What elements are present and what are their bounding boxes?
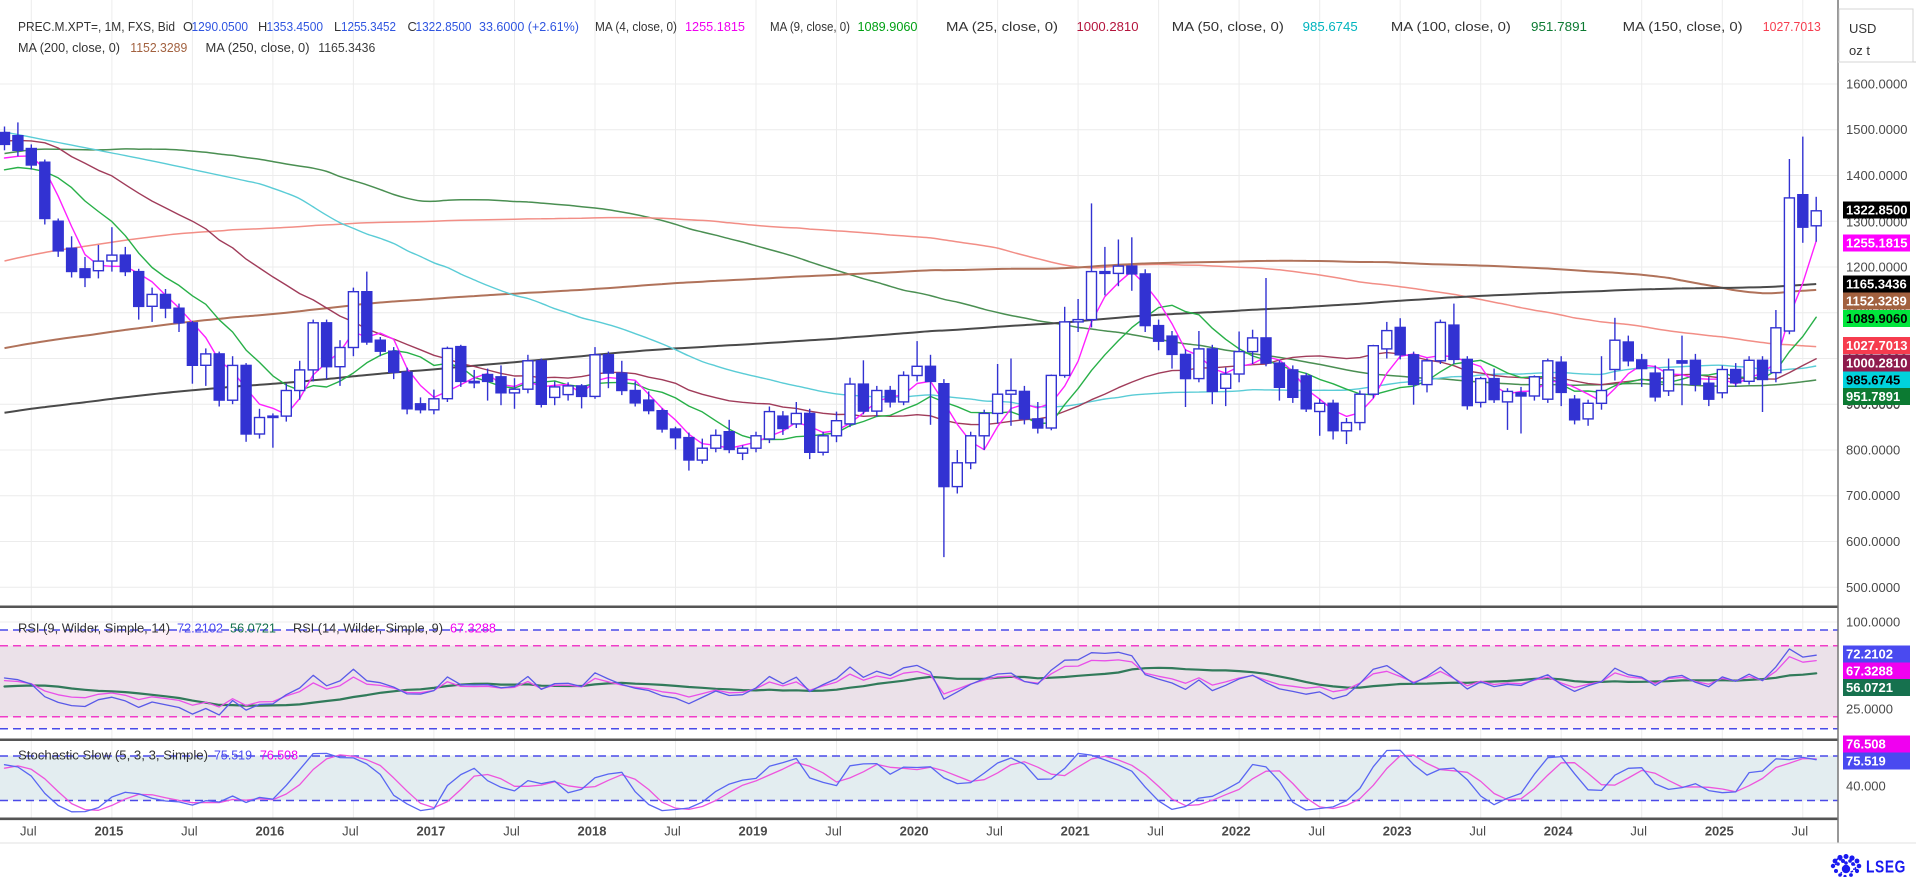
svg-text:1000.2810: 1000.2810 [1077, 19, 1139, 34]
svg-text:MA (50, close, 0): MA (50, close, 0) [1172, 19, 1284, 34]
svg-text:Jul: Jul [1147, 824, 1164, 839]
svg-text:USD: USD [1849, 21, 1876, 36]
svg-text:Stochastic Slow (5, 3, 3, Simp: Stochastic Slow (5, 3, 3, Simple) [18, 748, 208, 763]
svg-text:L: L [334, 19, 341, 34]
svg-text:1027.7013: 1027.7013 [1846, 338, 1907, 353]
svg-text:MA (9, close, 0): MA (9, close, 0) [770, 19, 850, 34]
svg-text:33.6000 (+2.61%): 33.6000 (+2.61%) [479, 19, 579, 34]
svg-text:75.519: 75.519 [1846, 754, 1886, 769]
svg-text:1255.3452: 1255.3452 [341, 19, 396, 34]
svg-text:1255.1815: 1255.1815 [1846, 236, 1907, 251]
svg-text:700.0000: 700.0000 [1846, 488, 1900, 503]
svg-text:MA (200, close, 0): MA (200, close, 0) [18, 40, 120, 55]
svg-text:951.7891: 951.7891 [1846, 389, 1900, 404]
svg-text:2020: 2020 [900, 824, 929, 839]
svg-text:Jul: Jul [986, 824, 1003, 839]
svg-text:56.0721: 56.0721 [1846, 680, 1893, 695]
svg-text:Jul: Jul [825, 824, 842, 839]
svg-text:Jul: Jul [342, 824, 359, 839]
svg-text:2015: 2015 [94, 824, 123, 839]
svg-text:2021: 2021 [1061, 824, 1090, 839]
svg-text:76.508: 76.508 [260, 748, 298, 763]
svg-text:600.0000: 600.0000 [1846, 534, 1900, 549]
svg-text:500.0000: 500.0000 [1846, 580, 1900, 595]
svg-text:2019: 2019 [739, 824, 768, 839]
svg-text:2022: 2022 [1222, 824, 1251, 839]
svg-text:72.2102: 72.2102 [1846, 647, 1893, 662]
svg-text:75.519: 75.519 [214, 748, 252, 763]
svg-text:MA (150, close, 0): MA (150, close, 0) [1623, 19, 1743, 34]
svg-text:1152.3289: 1152.3289 [130, 40, 187, 55]
svg-text:Jul: Jul [1469, 824, 1486, 839]
svg-text:Jul: Jul [1791, 824, 1808, 839]
svg-text:985.6745: 985.6745 [1846, 373, 1900, 388]
svg-text:1000.2810: 1000.2810 [1846, 356, 1907, 371]
svg-text:100.0000: 100.0000 [1846, 615, 1900, 630]
svg-text:MA (100, close, 0): MA (100, close, 0) [1391, 19, 1511, 34]
svg-text:O: O [183, 19, 193, 34]
svg-text:1089.9060: 1089.9060 [858, 19, 918, 34]
svg-text:72.2102: 72.2102 [177, 621, 223, 636]
svg-text:Jul: Jul [1308, 824, 1325, 839]
svg-text:LSEG: LSEG [1866, 857, 1906, 877]
svg-text:951.7891: 951.7891 [1531, 19, 1587, 34]
svg-text:H: H [258, 19, 267, 34]
svg-text:1200.0000: 1200.0000 [1846, 260, 1907, 275]
svg-text:2017: 2017 [416, 824, 445, 839]
svg-text:MA (4, close, 0): MA (4, close, 0) [595, 19, 677, 34]
svg-text:1500.0000: 1500.0000 [1846, 122, 1907, 137]
svg-text:1165.3436: 1165.3436 [318, 40, 375, 55]
svg-text:Jul: Jul [1630, 824, 1647, 839]
svg-text:Jul: Jul [181, 824, 198, 839]
svg-text:2023: 2023 [1383, 824, 1412, 839]
svg-text:800.0000: 800.0000 [1846, 443, 1900, 458]
svg-text:MA (25, close, 0): MA (25, close, 0) [946, 19, 1058, 34]
svg-text:1290.0500: 1290.0500 [192, 19, 249, 34]
svg-text:2018: 2018 [578, 824, 607, 839]
svg-text:76.508: 76.508 [1846, 737, 1886, 752]
svg-text:67.3288: 67.3288 [450, 621, 496, 636]
svg-text:985.6745: 985.6745 [1303, 19, 1358, 34]
svg-text:1152.3289: 1152.3289 [1846, 294, 1907, 309]
svg-text:1322.8500: 1322.8500 [416, 19, 472, 34]
svg-text:1165.3436: 1165.3436 [1846, 277, 1907, 292]
svg-text:Jul: Jul [503, 824, 520, 839]
svg-text:PREC.M.XPT=, 1M, FXS, Bid: PREC.M.XPT=, 1M, FXS, Bid [18, 19, 175, 34]
svg-text:25.0000: 25.0000 [1846, 702, 1893, 717]
svg-text:1600.0000: 1600.0000 [1846, 77, 1907, 92]
svg-text:2016: 2016 [255, 824, 284, 839]
svg-text:Jul: Jul [20, 824, 37, 839]
svg-text:MA (250, close, 0): MA (250, close, 0) [206, 40, 310, 55]
svg-text:40.000: 40.000 [1846, 779, 1886, 794]
svg-text:56.0721: 56.0721 [230, 621, 276, 636]
svg-text:2025: 2025 [1705, 824, 1734, 839]
svg-text:1400.0000: 1400.0000 [1846, 168, 1907, 183]
svg-text:RSI (14, Wilder, Simple, 9): RSI (14, Wilder, Simple, 9) [293, 621, 443, 636]
svg-text:1089.9060: 1089.9060 [1846, 311, 1907, 326]
svg-text:67.3288: 67.3288 [1846, 664, 1893, 679]
svg-text:1322.8500: 1322.8500 [1846, 203, 1907, 218]
svg-text:oz t: oz t [1849, 43, 1870, 58]
svg-text:Jul: Jul [664, 824, 681, 839]
svg-text:1353.4500: 1353.4500 [267, 19, 324, 34]
svg-text:1027.7013: 1027.7013 [1763, 19, 1821, 34]
svg-text:C: C [408, 19, 417, 34]
svg-text:2024: 2024 [1544, 824, 1574, 839]
svg-text:1255.1815: 1255.1815 [685, 19, 745, 34]
svg-text:RSI (9, Wilder, Simple, 14): RSI (9, Wilder, Simple, 14) [18, 621, 170, 636]
